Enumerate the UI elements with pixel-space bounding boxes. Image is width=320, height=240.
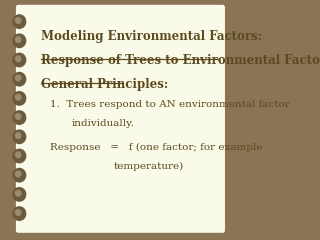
Circle shape <box>13 130 26 144</box>
Circle shape <box>15 152 21 158</box>
Circle shape <box>13 111 26 124</box>
Circle shape <box>15 37 21 42</box>
Text: temperature): temperature) <box>114 162 184 171</box>
Circle shape <box>13 53 26 67</box>
Circle shape <box>13 92 26 105</box>
Circle shape <box>13 72 26 86</box>
Circle shape <box>13 168 26 182</box>
Circle shape <box>15 190 21 196</box>
Circle shape <box>15 171 21 177</box>
Text: General Principles:: General Principles: <box>41 78 168 91</box>
Circle shape <box>13 207 26 220</box>
FancyBboxPatch shape <box>16 5 225 233</box>
Circle shape <box>15 114 21 119</box>
Circle shape <box>13 149 26 163</box>
Text: individually.: individually. <box>72 119 134 128</box>
Circle shape <box>13 188 26 201</box>
Circle shape <box>15 18 21 23</box>
Circle shape <box>15 56 21 62</box>
Text: 1.  Trees respond to AN environmental factor: 1. Trees respond to AN environmental fac… <box>50 100 290 109</box>
Circle shape <box>15 75 21 81</box>
Circle shape <box>15 94 21 100</box>
Circle shape <box>13 34 26 48</box>
Text: Modeling Environmental Factors:: Modeling Environmental Factors: <box>41 30 262 43</box>
Circle shape <box>13 15 26 28</box>
Circle shape <box>15 210 21 215</box>
Text: Response   =   f (one factor; for example: Response = f (one factor; for example <box>50 143 262 152</box>
Circle shape <box>15 133 21 138</box>
Text: Response of Trees to Environmental Factors:: Response of Trees to Environmental Facto… <box>41 54 320 67</box>
